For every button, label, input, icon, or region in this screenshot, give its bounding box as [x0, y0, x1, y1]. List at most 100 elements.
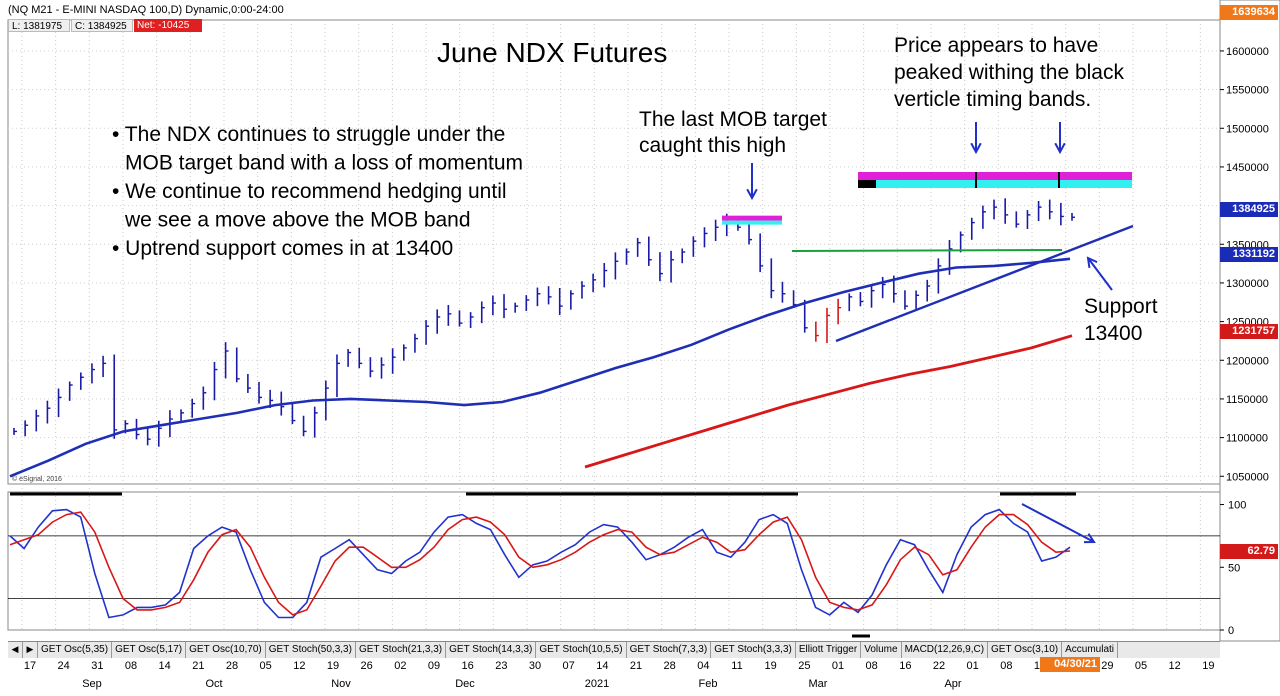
date-axis: 17 24 31 08 14 21 28 05 12 19 26 02 09 16 23 30 07 14 21 28…: [24, 660, 1215, 690]
tab-indicator[interactable]: GET Osc(10,70): [186, 642, 266, 658]
tab-indicator[interactable]: GET Stoch(21,3,3): [356, 642, 447, 658]
tab-indicator[interactable]: Volume: [861, 642, 902, 658]
oscillator-value-tag: 62.79: [1220, 544, 1278, 559]
x-tick-label: 08: [125, 660, 137, 672]
x-tick-label: 21: [630, 660, 642, 672]
x-month-label: Feb: [699, 678, 718, 690]
x-tick-label: 29: [1101, 660, 1113, 672]
x-tick-label: 05: [260, 660, 272, 672]
tab-indicator[interactable]: GET Stoch(7,3,3): [627, 642, 712, 658]
x-month-label: Oct: [205, 678, 222, 690]
symbol-header: (NQ M21 - E-MINI NASDAQ 100,D) Dynamic,0…: [8, 4, 284, 16]
peak-note: peaked withing the black: [894, 61, 1124, 84]
tab-indicator[interactable]: Elliott Trigger: [796, 642, 862, 658]
mob-band: [858, 172, 1132, 180]
y-tick-label: 1050000: [1226, 471, 1269, 483]
y-tick-label: 0: [1228, 625, 1234, 637]
mob-band: [722, 220, 782, 225]
x-tick-label: 21: [192, 660, 204, 672]
tab-indicator[interactable]: GET Stoch(50,3,3): [266, 642, 356, 658]
x-tick-label: 14: [596, 660, 608, 672]
watermark: © eSignal, 2016: [12, 475, 62, 483]
x-month-label: Sep: [82, 678, 102, 690]
x-tick-label: 30: [529, 660, 541, 672]
top-price-tag: 1639634: [1220, 5, 1278, 20]
y-tick-label: 1550000: [1226, 85, 1269, 97]
ma-long-tag: 1231757: [1220, 324, 1278, 339]
moving-average-mid: [9, 257, 1071, 478]
support-arrow: [1087, 257, 1113, 291]
x-tick-label: 22: [933, 660, 945, 672]
x-tick-label: 08: [866, 660, 878, 672]
x-month-label: Apr: [944, 678, 961, 690]
x-tick-label: 09: [428, 660, 440, 672]
x-tick-label: 16: [462, 660, 474, 672]
x-tick-label: 12: [293, 660, 305, 672]
chart-title: June NDX Futures: [437, 37, 667, 68]
support-note: Support: [1084, 295, 1158, 318]
y-tick-label: 1500000: [1226, 123, 1269, 135]
y-tick-label: 1300000: [1226, 278, 1269, 290]
tab-scroll-right-icon[interactable]: ▶: [23, 642, 38, 658]
x-tick-label: 08: [1000, 660, 1012, 672]
x-tick-label: 02: [394, 660, 406, 672]
x-tick-label: 01: [832, 660, 844, 672]
tab-indicator[interactable]: GET Osc(5,35): [38, 642, 113, 658]
last-price-tag: 1384925: [1220, 202, 1278, 217]
mob-band-marker: [858, 180, 876, 188]
price-panel-frame: [7, 19, 1221, 485]
tab-indicator[interactable]: GET Osc(5,17): [112, 642, 187, 658]
commentary-line: we see a move above the MOB band: [124, 209, 471, 232]
x-tick-label: 26: [361, 660, 373, 672]
x-month-label: Dec: [455, 678, 475, 690]
tab-indicator[interactable]: GET Osc(3,10): [988, 642, 1063, 658]
tab-indicator[interactable]: MACD(12,26,9,C): [902, 642, 989, 658]
x-tick-label: 01: [967, 660, 979, 672]
x-tick-label: 23: [495, 660, 507, 672]
y-tick-label: 50: [1228, 562, 1240, 574]
support-arrow-head: [1086, 256, 1098, 269]
tab-indicator[interactable]: GET Stoch(10,5,5): [536, 642, 627, 658]
x-tick-label: 11: [731, 660, 742, 672]
x-tick-label: 19: [327, 660, 339, 672]
commentary-line: • We continue to recommend hedging until: [112, 180, 507, 203]
momentum-arrow: [1021, 503, 1095, 543]
close-quote: C: 1384925: [71, 19, 133, 32]
current-date-tag: 04/30/21: [1040, 657, 1100, 672]
tab-indicator[interactable]: Accumulati: [1062, 642, 1118, 658]
x-tick-label: 19: [1202, 660, 1214, 672]
x-tick-label: 28: [664, 660, 676, 672]
x-tick-label: 12: [1169, 660, 1181, 672]
x-tick-label: 07: [563, 660, 575, 672]
y-tick-label: 1450000: [1226, 162, 1269, 174]
mob-note: caught this high: [639, 134, 786, 157]
tab-indicator[interactable]: GET Stoch(3,3,3): [711, 642, 796, 658]
x-tick-label: 14: [159, 660, 171, 672]
tab-indicator[interactable]: GET Stoch(14,3,3): [446, 642, 537, 658]
indicator-tab-bar: ◀ ▶ GET Osc(5,35) GET Osc(5,17) GET Osc(…: [8, 641, 1220, 658]
x-tick-label: 16: [899, 660, 911, 672]
y-tick-label: 1600000: [1226, 46, 1269, 58]
net-quote: Net: -10425: [134, 19, 202, 32]
tab-scroll-left-icon[interactable]: ◀: [8, 642, 23, 658]
x-tick-label: 28: [226, 660, 238, 672]
oscillator-series-0: [9, 508, 1071, 619]
ma-mid-tag: 1331192: [1220, 247, 1278, 262]
oscillator-series-1: [9, 511, 1071, 616]
commentary-line: • The NDX continues to struggle under th…: [112, 123, 505, 146]
timing-arrow-head: [1054, 142, 1066, 155]
peak-note: Price appears to have: [894, 34, 1098, 57]
mob-note: The last MOB target: [639, 108, 827, 131]
x-tick-label: 05: [1135, 660, 1147, 672]
low-quote: L: 1381975: [8, 19, 70, 32]
timing-arrow-head: [970, 142, 982, 155]
x-month-label: Nov: [331, 678, 351, 690]
x-tick-label: 24: [58, 660, 70, 672]
price-axis-panel: [1219, 0, 1280, 642]
x-tick-label: 25: [798, 660, 810, 672]
x-tick-label: 19: [765, 660, 777, 672]
oscillator-panel-frame: [7, 491, 1221, 631]
y-tick-label: 100: [1228, 500, 1246, 512]
